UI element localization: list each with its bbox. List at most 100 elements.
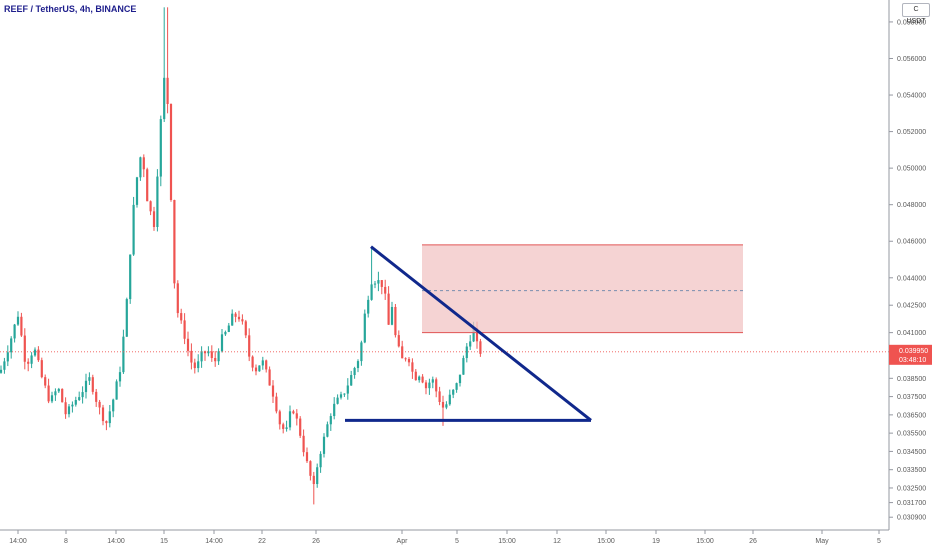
drawings-layer[interactable] xyxy=(345,244,743,422)
candle-body xyxy=(282,424,285,429)
y-tick-label: 0.032500 xyxy=(897,485,926,492)
candle xyxy=(0,365,3,374)
x-tick-label: 14:00 xyxy=(9,538,27,545)
candle-body xyxy=(74,400,77,405)
candle xyxy=(23,328,26,370)
candle xyxy=(251,355,254,372)
candle-body xyxy=(220,334,224,352)
candle xyxy=(207,346,210,357)
candle-body xyxy=(411,362,414,372)
candle-body xyxy=(129,254,132,300)
candle-body xyxy=(448,394,451,405)
x-tick-label: 26 xyxy=(312,538,320,545)
y-tick-label: 0.031700 xyxy=(897,500,926,507)
candle-body xyxy=(428,382,431,389)
y-tick-label: 0.044000 xyxy=(897,275,926,282)
candle xyxy=(33,347,37,357)
candle-body xyxy=(81,392,84,398)
candle-body xyxy=(186,338,190,351)
candle xyxy=(183,313,186,345)
resistance-zone xyxy=(422,244,743,333)
last-price-countdown: 03:48:10 xyxy=(899,357,926,364)
y-tick-label: 0.034500 xyxy=(897,449,926,456)
candle-body xyxy=(30,355,33,364)
candle-body xyxy=(407,358,411,363)
candle-body xyxy=(302,435,305,453)
candle-body xyxy=(305,452,309,462)
candle xyxy=(329,413,332,431)
x-axis[interactable]: 14:00 8 14:00 15 14:00 22 26 Apr 5 15:00 12 15:00 19… xyxy=(0,529,889,545)
candle xyxy=(20,312,23,337)
candle-body xyxy=(37,349,40,361)
candle xyxy=(200,346,203,368)
candle-body xyxy=(292,411,295,414)
candle-body xyxy=(84,380,88,393)
candle-body xyxy=(431,379,434,383)
candle-body xyxy=(115,381,118,400)
candle-body xyxy=(125,299,128,337)
candle xyxy=(275,392,278,414)
candle-body xyxy=(197,361,200,369)
candle-body xyxy=(455,383,458,390)
y-tick-label: 0.052000 xyxy=(897,129,926,136)
candle-body xyxy=(3,361,6,370)
last-price-tag xyxy=(889,344,932,365)
candle-body xyxy=(452,389,455,395)
y-axis[interactable]: 0.058000 0.056000 0.054000 0.052000 0.050000… xyxy=(888,0,932,530)
candle xyxy=(428,378,431,395)
candle xyxy=(394,303,397,338)
candle-body xyxy=(336,397,339,404)
candle-body xyxy=(10,338,13,353)
candle-body xyxy=(67,406,71,415)
candle xyxy=(319,451,322,473)
candle-body xyxy=(176,283,179,314)
candle-body xyxy=(54,391,57,396)
candle xyxy=(54,388,57,401)
y-tick-label: 0.046000 xyxy=(897,239,926,246)
candle-body xyxy=(163,77,166,120)
candle xyxy=(462,355,465,375)
y-tick-label: 0.037500 xyxy=(897,394,926,401)
candle-body xyxy=(343,393,346,395)
candle-body xyxy=(309,461,312,476)
candle-body xyxy=(401,346,404,359)
y-tick-label: 0.054000 xyxy=(897,93,926,100)
candle-body xyxy=(377,280,380,284)
candle-body xyxy=(244,321,247,336)
candle-body xyxy=(299,418,302,436)
candle-body xyxy=(98,401,101,408)
candle xyxy=(455,382,458,393)
candle xyxy=(220,329,224,353)
candle xyxy=(411,358,414,379)
candle xyxy=(159,115,162,187)
candle xyxy=(13,323,16,343)
candle xyxy=(333,397,336,420)
candle-body xyxy=(118,372,122,382)
candle xyxy=(367,295,370,318)
candles-layer xyxy=(0,7,889,505)
candle xyxy=(173,199,176,289)
candle xyxy=(268,366,271,386)
candle xyxy=(322,433,326,458)
candle-body xyxy=(47,385,50,402)
candle-body xyxy=(265,360,268,370)
x-tick-label: May xyxy=(815,538,829,545)
candle-body xyxy=(441,401,445,408)
candle-body xyxy=(445,404,448,408)
candle xyxy=(370,246,373,301)
candle xyxy=(469,335,472,350)
candle xyxy=(71,401,74,413)
candle-body xyxy=(101,407,105,422)
currency-button[interactable]: C USDT xyxy=(902,3,930,25)
candle xyxy=(186,331,190,357)
candle xyxy=(397,330,400,348)
candle xyxy=(387,286,390,325)
candle xyxy=(278,409,281,430)
candle-body xyxy=(169,103,173,200)
candle-body xyxy=(404,358,407,360)
candle xyxy=(299,416,302,439)
candle-body xyxy=(234,313,237,317)
candle xyxy=(95,388,98,407)
